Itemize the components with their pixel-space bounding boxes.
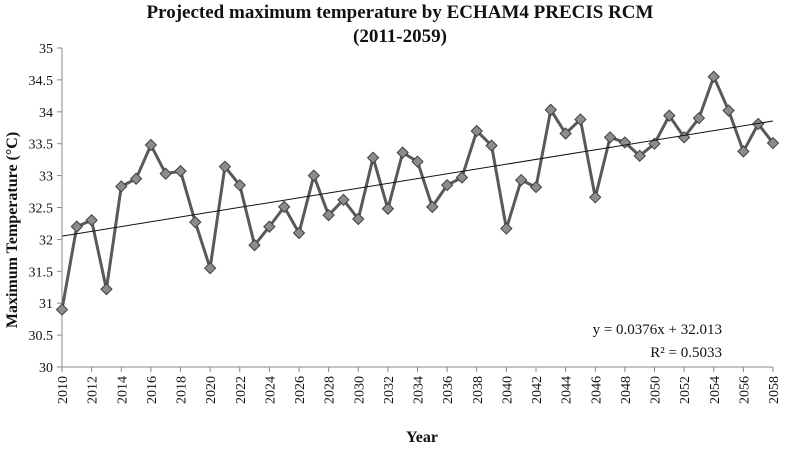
data-point	[203, 261, 217, 275]
data-point	[218, 160, 232, 173]
x-axis: 2010 2012 2014 2016 2018 2020 2022 2024 2026 2028…	[56, 366, 782, 404]
y-tick-label: 35	[39, 42, 53, 57]
data-point	[663, 109, 676, 122]
data-point	[692, 111, 706, 125]
x-tick-label: 2042	[530, 376, 545, 404]
y-tick-label: 33.5	[29, 138, 54, 153]
y-tick-label: 31.5	[29, 265, 54, 280]
x-tick-label: 2012	[86, 376, 101, 404]
x-tick-label: 2034	[412, 376, 427, 404]
data-point	[277, 200, 291, 214]
x-axis-title: Year	[406, 429, 438, 446]
x-tick-label: 2022	[234, 376, 249, 404]
data-point	[307, 169, 321, 182]
series-group	[55, 70, 780, 316]
x-tick-label: 2018	[175, 376, 190, 404]
x-tick-label: 2016	[145, 376, 160, 404]
data-point	[248, 238, 261, 252]
x-tick-label: 2046	[589, 376, 604, 404]
y-tick-label: 34.5	[29, 74, 54, 89]
data-point	[233, 178, 246, 192]
x-tick-label: 2050	[649, 376, 664, 404]
data-point	[85, 214, 98, 227]
data-point	[396, 146, 409, 159]
x-tick-label: 2044	[560, 376, 575, 404]
data-point	[529, 180, 543, 194]
trendline	[61, 120, 774, 237]
data-point	[470, 124, 483, 138]
y-tick-label: 33	[39, 170, 53, 185]
y-tick-label: 32	[39, 233, 53, 248]
data-point	[633, 149, 646, 163]
x-tick-label: 2038	[471, 376, 486, 404]
x-tick-label: 2010	[56, 376, 71, 404]
x-tick-label: 2040	[500, 376, 515, 404]
data-point	[737, 145, 750, 158]
data-point	[159, 167, 172, 180]
series-line	[60, 75, 775, 310]
x-tick-label: 2032	[382, 376, 397, 404]
data-point	[100, 282, 113, 296]
data-point	[485, 139, 498, 152]
data-point	[263, 220, 276, 233]
data-point	[514, 173, 528, 187]
data-point	[589, 191, 602, 204]
data-point	[440, 178, 454, 192]
y-tick-label: 31	[39, 297, 53, 312]
data-point	[322, 208, 335, 222]
data-point	[455, 171, 469, 184]
data-point	[707, 70, 720, 83]
y-tick-label: 34	[39, 106, 53, 121]
trendline-group	[61, 120, 774, 237]
data-point	[574, 113, 587, 126]
x-tick-label: 2056	[737, 376, 752, 404]
x-tick-label: 2036	[441, 376, 456, 404]
y-tick-label: 30.5	[29, 329, 54, 344]
data-point	[381, 202, 395, 215]
data-point	[426, 200, 439, 214]
x-tick-label: 2030	[352, 376, 367, 404]
x-tick-label: 2052	[678, 376, 693, 404]
data-point	[55, 303, 69, 316]
data-point	[766, 136, 780, 150]
data-point	[174, 164, 187, 178]
x-tick-label: 2026	[293, 376, 308, 404]
x-tick-label: 2024	[263, 376, 278, 404]
y-tick-label: 32.5	[29, 202, 54, 217]
y-axis-title: Maximum Temperature (°C)	[4, 132, 21, 328]
data-point	[544, 103, 558, 117]
data-point	[144, 138, 158, 152]
data-point	[292, 226, 306, 240]
data-point	[366, 151, 380, 164]
x-tick-label: 2054	[708, 376, 723, 404]
data-point	[352, 212, 365, 226]
x-tick-label: 2028	[323, 376, 338, 404]
data-point	[337, 193, 350, 207]
x-tick-label: 2048	[619, 376, 634, 404]
data-point	[70, 220, 84, 233]
chart-subtitle: (2011-2059)	[353, 26, 447, 47]
chart-title: Projected maximum temperature by ECHAM4 …	[147, 2, 654, 23]
data-point	[115, 180, 128, 193]
x-tick-label: 2020	[204, 376, 219, 404]
data-point	[411, 155, 424, 168]
data-point	[559, 127, 572, 140]
data-point	[189, 215, 202, 229]
trendline-equation: y = 0.0376x + 32.013	[593, 322, 722, 338]
y-tick-label: 30	[39, 361, 53, 376]
x-tick-label: 2014	[115, 376, 130, 404]
data-point	[722, 104, 735, 117]
x-tick-label: 2058	[767, 376, 782, 404]
y-axis: 30 30.5 31 31.5 32 32.5 33 33.5 34 34.5 35	[29, 42, 63, 376]
r-squared-label: R² = 0.5033	[650, 345, 722, 361]
data-point	[603, 131, 617, 144]
data-point	[500, 222, 513, 235]
data-point	[129, 172, 143, 185]
